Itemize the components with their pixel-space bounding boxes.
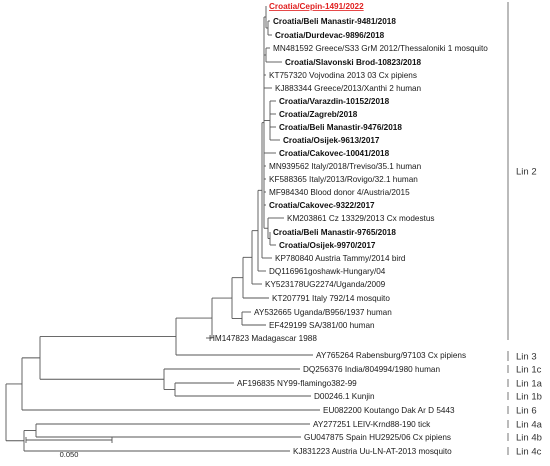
taxon-label: GU047875 Spain HU2925/06 Cx pipiens (304, 433, 451, 442)
taxon-label: Croatia/Varazdin-10152/2018 (279, 97, 390, 106)
taxon-labels: Croatia/Cepin-1491/2022 Croatia/Beli Mana… (209, 2, 488, 456)
lineage-label: Lin 3 (516, 352, 537, 363)
taxon-label: Croatia/Zagreb/2018 (279, 110, 358, 119)
taxon-label: HM147823 Madagascar 1988 (209, 334, 317, 343)
lineage-label: Lin 4c (516, 447, 542, 458)
lineage-label: Lin 4b (516, 433, 542, 444)
taxon-label: Croatia/Cakovec-10041/2018 (279, 149, 390, 158)
taxon-label: EU082200 Koutango Dak Ar D 5443 (323, 406, 455, 415)
lineage-label: Lin 1a (516, 379, 543, 390)
taxon-label: Croatia/Beli Manastir-9765/2018 (273, 228, 396, 237)
lineage-label: Lin 4a (516, 420, 543, 431)
scale-bar: 0.050 (25, 437, 113, 459)
taxon-label: MN481592 Greece/S33 GrM 2012/Thessalonik… (273, 44, 488, 53)
taxon-label: AF196835 NY99-flamingo382-99 (237, 379, 357, 388)
taxon-label: AY765264 Rabensburg/97103 Cx pipiens (316, 351, 466, 360)
scale-bar-label: 0.050 (60, 450, 79, 459)
taxon-label: KT207791 Italy 792/14 mosquito (272, 294, 390, 303)
lineage-label: Lin 1c (516, 365, 542, 376)
lineage-brackets: Lin 2 Lin 3 Lin 1c Lin 1a Lin 1b Lin 6 Lin 4a L… (507, 2, 543, 458)
taxon-label: EF429199 SA/381/00 human (269, 321, 375, 330)
lineage-label: Lin 2 (516, 167, 537, 178)
taxon-label: KT757320 Vojvodina 2013 03 Cx pipiens (269, 71, 417, 80)
taxon-label: DQ116961goshawk-Hungary/04 (269, 267, 386, 276)
taxon-label: MN939562 Italy/2018/Treviso/35.1 human (269, 162, 422, 171)
taxon-label: DQ256376 India/804994/1980 human (303, 365, 440, 374)
lineage-label: Lin 1b (516, 392, 542, 403)
taxon-label: KY523178UG2274/Uganda/2009 (265, 280, 386, 289)
taxon-label: Croatia/Durdevac-9896/2018 (275, 31, 385, 40)
taxon-label: KM203861 Cz 13329/2013 Cx modestus (287, 214, 434, 223)
taxon-label: D00246.1 Kunjin (314, 392, 375, 401)
taxon-label: KP780840 Austria Tammy/2014 bird (275, 254, 406, 263)
taxon-label: Croatia/Osijek-9970/2017 (279, 241, 376, 250)
taxon-label: Croatia/Beli Manastir-9476/2018 (279, 123, 402, 132)
taxon-label: Croatia/Beli Manastir-9481/2018 (273, 17, 396, 26)
taxon-label: Croatia/Cakovec-9322/2017 (269, 201, 375, 210)
taxon-label: Croatia/Slavonski Brod-10823/2018 (285, 58, 422, 67)
taxon-label: Croatia/Cepin-1491/2022 (269, 2, 364, 11)
taxon-label: Croatia/Osijek-9613/2017 (283, 136, 380, 145)
taxon-label: KJ883344 Greece/2013/Xanthi 2 human (275, 84, 422, 93)
taxon-label: MF984340 Blood donor 4/Austria/2015 (269, 188, 410, 197)
taxon-label: KF588365 Italy/2013/Rovigo/32.1 human (269, 175, 418, 184)
lineage-label: Lin 6 (516, 406, 537, 417)
taxon-label: AY532665 Uganda/B956/1937 human (254, 308, 392, 317)
taxon-label: KJ831223 Austria Uu-LN-AT-2013 mosquito (293, 447, 452, 456)
tree-branches (5, 6, 320, 452)
taxon-label: AY277251 LEIV-Krnd88-190 tick (313, 420, 431, 429)
